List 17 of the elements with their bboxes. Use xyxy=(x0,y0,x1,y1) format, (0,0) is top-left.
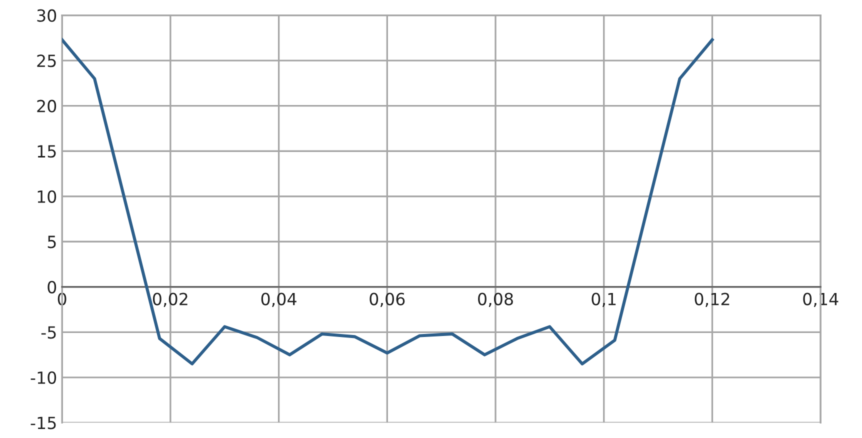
y-tick-label: 0 xyxy=(48,280,56,294)
x-tick-label: 0,1 xyxy=(592,292,616,308)
y-tick-label: -10 xyxy=(30,371,56,384)
x-tick-label: 0,06 xyxy=(370,292,405,308)
y-tick-label: -15 xyxy=(30,416,56,430)
x-tick-label: 0,12 xyxy=(694,292,730,308)
y-tick-label: -5 xyxy=(41,326,56,339)
x-tick-label: 0,08 xyxy=(478,292,513,308)
x-tick-label: 0,04 xyxy=(261,292,296,308)
y-tick-label: 30 xyxy=(37,9,56,22)
y-tick-label: 20 xyxy=(37,100,56,112)
y-tick-label: 15 xyxy=(38,145,56,158)
x-tick-label: 0,02 xyxy=(152,292,188,308)
y-tick-label: 5 xyxy=(48,236,56,248)
y-tick-label: 10 xyxy=(38,190,56,203)
y-tick-label: 25 xyxy=(37,54,56,68)
x-tick-label: 0,14 xyxy=(803,292,838,308)
